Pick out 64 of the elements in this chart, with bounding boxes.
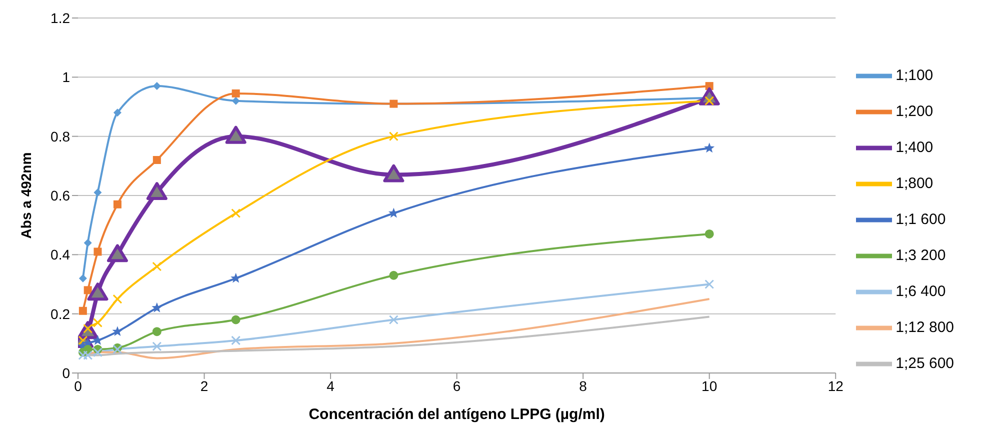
legend-label: 1;6 400 xyxy=(896,282,946,300)
point xyxy=(113,200,122,208)
point xyxy=(389,270,398,280)
point xyxy=(78,350,88,360)
point xyxy=(112,294,122,304)
x-axis-title: Concentración del antígeno LPPG (µg/ml) xyxy=(308,406,605,423)
point xyxy=(152,342,162,352)
legend-label: 1;12 800 xyxy=(896,318,954,336)
point xyxy=(152,82,161,90)
legend-label: 1;100 xyxy=(896,66,934,84)
point xyxy=(92,318,102,328)
point xyxy=(231,315,240,324)
point xyxy=(231,208,241,218)
y-tick-label: 0.8 xyxy=(50,128,70,144)
point xyxy=(78,306,87,315)
y-tick-label: 0.6 xyxy=(50,187,70,204)
x-tick-label: 0 xyxy=(74,378,82,394)
x-tick-label: 2 xyxy=(200,378,208,394)
point xyxy=(84,238,92,247)
point xyxy=(92,348,102,358)
x-tick-label: 6 xyxy=(452,378,461,394)
point xyxy=(704,229,714,238)
x-tick-label: 12 xyxy=(828,378,844,394)
point xyxy=(94,248,102,256)
point xyxy=(78,336,88,346)
point xyxy=(83,350,93,360)
point xyxy=(225,126,246,144)
point xyxy=(112,326,123,336)
y-axis-title: Abs a 492nm xyxy=(18,152,34,239)
y-tick-label: 0.4 xyxy=(50,246,70,263)
point xyxy=(231,336,241,346)
point xyxy=(78,274,87,282)
point xyxy=(87,282,108,301)
x-tick-label: 4 xyxy=(326,378,335,394)
legend-label: 1;400 xyxy=(896,138,934,156)
point xyxy=(94,188,102,197)
point xyxy=(388,315,398,324)
point xyxy=(388,132,398,142)
point xyxy=(232,96,240,105)
y-tick-label: 1 xyxy=(62,69,70,86)
point xyxy=(383,164,404,182)
point xyxy=(232,89,240,98)
point xyxy=(152,262,162,272)
legend-label: 1;25 600 xyxy=(896,354,954,372)
legend-label: 1;200 xyxy=(896,102,934,120)
y-tick-label: 1.2 xyxy=(50,10,70,26)
point xyxy=(152,327,162,336)
point xyxy=(230,272,242,283)
point xyxy=(84,286,92,294)
point xyxy=(92,334,103,345)
point xyxy=(106,244,128,262)
x-tick-label: 10 xyxy=(702,378,718,394)
legend-label: 1;1 600 xyxy=(896,210,946,228)
legend-label: 1;3 200 xyxy=(896,246,946,264)
point xyxy=(152,156,161,164)
point xyxy=(704,142,715,153)
point xyxy=(152,302,162,312)
y-tick-label: 0.2 xyxy=(50,306,70,322)
legend-label: 1;800 xyxy=(896,174,934,192)
point xyxy=(146,182,168,200)
x-tick-label: 8 xyxy=(579,378,588,394)
point xyxy=(704,280,714,289)
y-tick-label: 0 xyxy=(62,364,70,381)
point xyxy=(113,108,122,117)
